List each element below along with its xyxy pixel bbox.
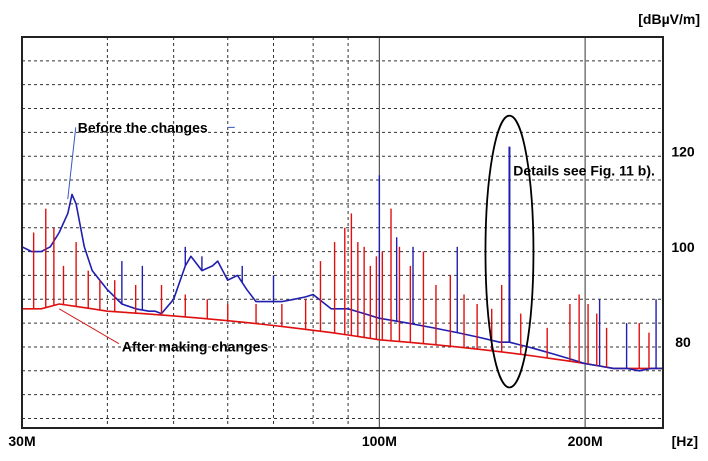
plot-frame [21, 36, 664, 429]
after-label: After making changes [122, 339, 268, 355]
details-label: Details see Fig. 11 b). [513, 162, 655, 178]
x-tick-label: 100M [362, 433, 397, 449]
grid-lines [21, 37, 663, 428]
x-tick-label: 30M [8, 433, 35, 449]
annotation-layer: Before the changes After making changes De… [58, 114, 655, 389]
highlight-ellipse [484, 114, 535, 389]
before-leader-line [67, 127, 77, 200]
before-label: Before the changes [78, 119, 208, 135]
x-tick-label: 200M [568, 433, 603, 449]
x-unit-label: [Hz] [672, 433, 698, 449]
y-tick-label: 120 [671, 143, 695, 159]
after-leader-line [58, 308, 120, 345]
y-unit-label: [dBµV/m] [638, 11, 700, 27]
axis-labels: 30M 100M 200M 120 100 80 [8, 143, 695, 449]
y-tick-label: 100 [671, 239, 695, 255]
before-series-line [21, 193, 663, 372]
series-layer [21, 146, 663, 372]
y-tick-label: 80 [675, 334, 691, 350]
